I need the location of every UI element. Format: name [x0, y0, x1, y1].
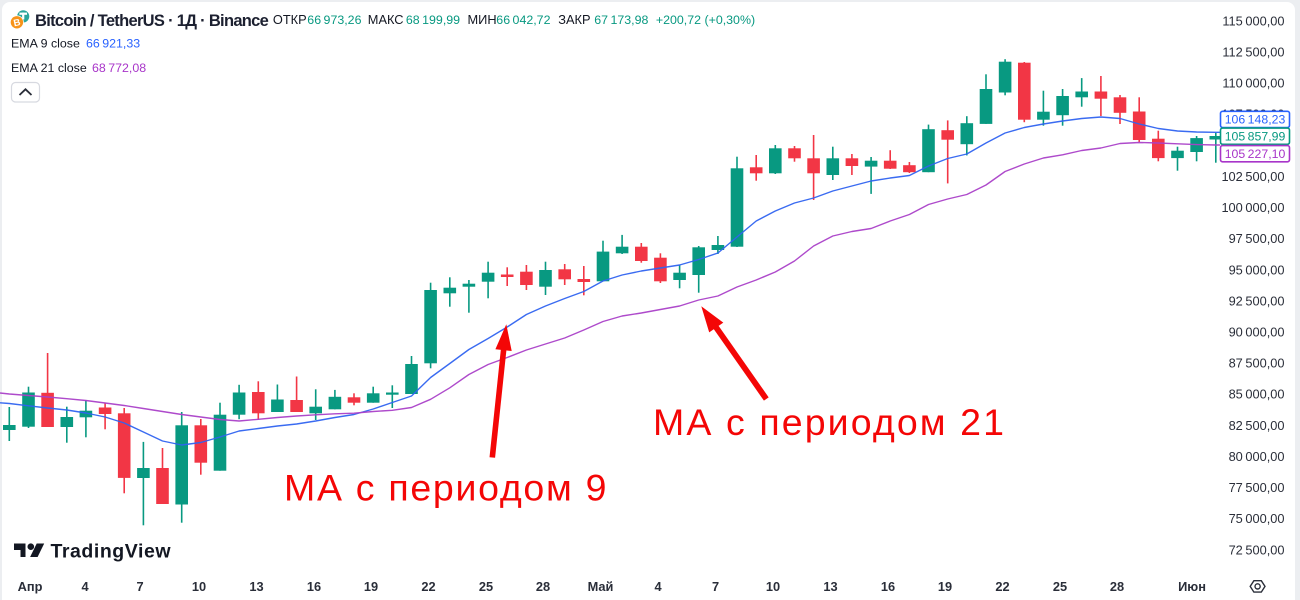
svg-text:90 000,00: 90 000,00: [1229, 325, 1285, 340]
svg-text:Bitcoin / TetherUS · 1Д · Bina: Bitcoin / TetherUS · 1Д · Binance: [35, 12, 269, 30]
svg-text:4: 4: [81, 579, 89, 594]
svg-text:10: 10: [766, 579, 780, 594]
svg-text:112 500,00: 112 500,00: [1222, 45, 1284, 60]
svg-text:92 500,00: 92 500,00: [1229, 293, 1285, 308]
svg-text:66 042,72: 66 042,72: [496, 13, 550, 27]
svg-text:68 199,99: 68 199,99: [406, 13, 460, 27]
svg-text:TradingView: TradingView: [51, 541, 172, 563]
svg-text:72 500,00: 72 500,00: [1229, 542, 1285, 557]
svg-text:85 000,00: 85 000,00: [1229, 387, 1285, 402]
svg-text:EMA 21 close: EMA 21 close: [11, 61, 87, 75]
svg-text:+200,72 (+0,30%): +200,72 (+0,30%): [656, 13, 755, 27]
svg-text:110 000,00: 110 000,00: [1222, 76, 1284, 91]
svg-text:82 500,00: 82 500,00: [1229, 418, 1285, 433]
svg-text:Май: Май: [588, 579, 614, 594]
svg-text:95 000,00: 95 000,00: [1229, 262, 1285, 277]
svg-text:7: 7: [712, 579, 719, 594]
svg-text:25: 25: [479, 579, 493, 594]
svg-text:102 500,00: 102 500,00: [1221, 169, 1284, 184]
svg-text:16: 16: [881, 579, 895, 594]
svg-text:106 148,23: 106 148,23: [1225, 113, 1286, 127]
svg-text:25: 25: [1053, 579, 1067, 594]
svg-text:66 973,26: 66 973,26: [307, 13, 361, 27]
svg-text:66 921,33: 66 921,33: [86, 36, 140, 50]
svg-text:МА с периодом 9: МА с периодом 9: [284, 467, 608, 509]
svg-text:13: 13: [249, 579, 263, 594]
svg-text:ОТКР: ОТКР: [273, 12, 307, 27]
svg-text:75 000,00: 75 000,00: [1229, 511, 1285, 526]
svg-text:28: 28: [536, 579, 550, 594]
svg-text:67 173,98: 67 173,98: [594, 13, 648, 27]
svg-text:16: 16: [307, 579, 321, 594]
svg-text:105 227,10: 105 227,10: [1225, 147, 1286, 161]
svg-text:EMA 9 close: EMA 9 close: [11, 36, 80, 50]
svg-text:10: 10: [192, 579, 206, 594]
svg-text:19: 19: [364, 579, 378, 594]
svg-text:ЗАКР: ЗАКР: [558, 12, 590, 27]
svg-text:7: 7: [136, 579, 143, 594]
svg-text:77 500,00: 77 500,00: [1229, 480, 1285, 495]
svg-text:МИН: МИН: [468, 12, 497, 27]
svg-text:19: 19: [938, 579, 952, 594]
svg-text:4: 4: [654, 579, 662, 594]
svg-text:B: B: [13, 17, 22, 29]
svg-text:13: 13: [823, 579, 837, 594]
svg-text:97 500,00: 97 500,00: [1229, 231, 1285, 246]
svg-text:Апр: Апр: [18, 579, 43, 594]
svg-text:МА с периодом 21: МА с периодом 21: [653, 401, 1006, 443]
svg-text:68 772,08: 68 772,08: [92, 61, 146, 75]
svg-text:80 000,00: 80 000,00: [1229, 449, 1285, 464]
svg-text:87 500,00: 87 500,00: [1229, 356, 1285, 371]
svg-text:115 000,00: 115 000,00: [1222, 13, 1284, 28]
svg-text:22: 22: [995, 579, 1009, 594]
svg-text:100 000,00: 100 000,00: [1221, 200, 1284, 215]
svg-text:22: 22: [421, 579, 435, 594]
svg-text:Июн: Июн: [1178, 579, 1206, 594]
svg-text:28: 28: [1110, 579, 1124, 594]
svg-text:МАКС: МАКС: [368, 12, 404, 27]
svg-text:105 857,99: 105 857,99: [1225, 130, 1286, 144]
